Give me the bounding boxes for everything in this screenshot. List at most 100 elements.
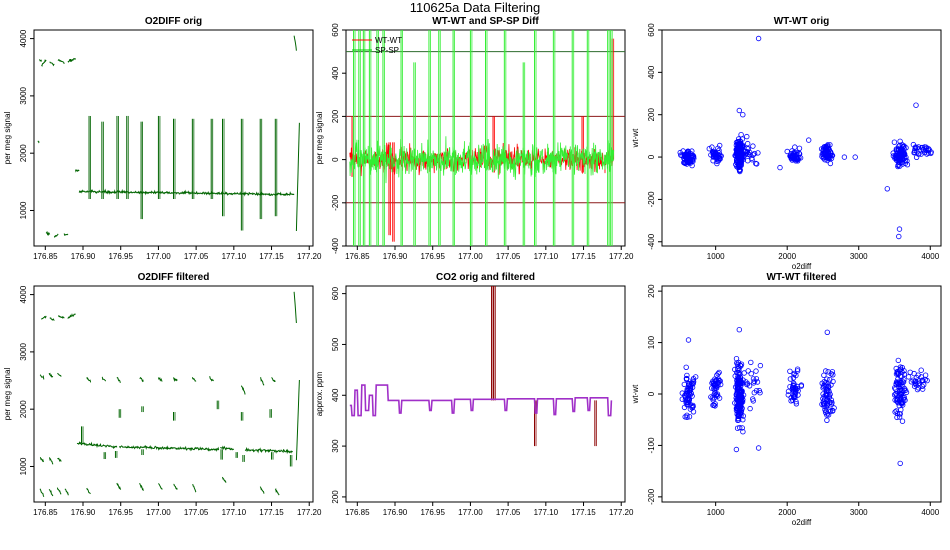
scatter-point xyxy=(794,386,800,392)
series-segment xyxy=(209,376,214,382)
scatter-point xyxy=(915,144,922,150)
y-tick-label: 1000 xyxy=(19,201,28,219)
scatter-point xyxy=(715,370,721,377)
series-band xyxy=(349,136,615,184)
panel-p5: CO2 orig and filtered 176.85 176.90 176.95 1… xyxy=(315,272,634,517)
scatter-point xyxy=(738,400,745,406)
scatter-point xyxy=(901,394,907,401)
panels: O2DIFF orig 176.85 176.90 176.95 177.00 177.0… xyxy=(3,16,942,527)
scatter-point xyxy=(755,150,761,156)
scatter-point xyxy=(750,398,756,404)
series-segment xyxy=(244,446,293,455)
scatter-point xyxy=(796,151,803,157)
plot-area xyxy=(679,327,930,467)
scatter-point xyxy=(735,375,741,382)
scatter-point xyxy=(904,158,910,164)
scatter-point xyxy=(743,379,749,385)
series-segment xyxy=(49,61,55,67)
scatter-outlier xyxy=(755,445,762,451)
scatter-points xyxy=(679,327,930,467)
series-line xyxy=(349,384,613,417)
scatter-point xyxy=(901,145,907,152)
x-tick-label: 177.15 xyxy=(259,252,284,261)
scatter-point xyxy=(913,144,919,150)
scatter-point xyxy=(893,408,899,414)
series-segment xyxy=(57,457,62,463)
scatter-point xyxy=(679,390,685,396)
scatter-point xyxy=(687,401,693,407)
scatter-point xyxy=(712,401,718,407)
y-tick-label: 500 xyxy=(331,337,340,351)
series-segment xyxy=(49,317,55,321)
plot-frame xyxy=(345,285,626,503)
scatter-point xyxy=(684,372,690,379)
y-axis-label: per meg signal xyxy=(3,112,12,165)
y-tick-label: -200 xyxy=(331,194,340,211)
scatter-point xyxy=(825,150,831,156)
scatter-point xyxy=(681,152,688,159)
series-segment xyxy=(158,483,163,490)
series-segment xyxy=(41,59,47,67)
scatter-point xyxy=(739,136,746,142)
scatter-point xyxy=(740,417,746,423)
scatter-point xyxy=(785,392,791,398)
panel-title: O2DIFF orig xyxy=(145,16,202,27)
series-segment xyxy=(49,457,54,465)
scatter-point xyxy=(790,392,797,398)
y-tick-label: 200 xyxy=(647,107,656,121)
scatter-point xyxy=(824,417,830,423)
scatter-point xyxy=(788,398,794,404)
scatter-point xyxy=(898,366,904,373)
series-segment xyxy=(295,379,300,461)
series-segment xyxy=(116,482,122,490)
scatter-point xyxy=(683,375,690,382)
scatter-point xyxy=(785,388,792,395)
x-tick-label: 176.85 xyxy=(345,508,370,517)
series-co2-filtered xyxy=(349,384,613,417)
scatter-point xyxy=(828,155,835,162)
scatter-point xyxy=(735,401,742,407)
x-tick-label: 177.10 xyxy=(534,252,559,261)
scatter-point xyxy=(715,145,721,151)
scatter-point xyxy=(711,402,717,408)
scatter-point xyxy=(897,158,903,164)
plot-area xyxy=(39,291,300,497)
series-segment xyxy=(240,385,246,395)
series-segment xyxy=(116,376,121,383)
scatter-point xyxy=(682,414,688,420)
scatter-outlier xyxy=(736,327,742,333)
series-segment xyxy=(274,487,280,496)
plot-area xyxy=(677,35,934,240)
scatter-point xyxy=(744,381,751,387)
scatter-point xyxy=(754,379,761,385)
scatter-point xyxy=(750,376,757,382)
x-tick-label: 177.20 xyxy=(609,252,634,261)
scatter-point xyxy=(922,376,928,383)
y-tick-label: 100 xyxy=(647,335,656,349)
scatter-point xyxy=(684,390,691,396)
scatter-point xyxy=(918,374,925,380)
series-segment xyxy=(57,372,62,377)
scatter-point xyxy=(787,368,793,374)
y-tick-label: 2000 xyxy=(19,144,28,162)
scatter-point xyxy=(797,155,804,161)
scatter-point xyxy=(684,401,691,407)
scatter-point xyxy=(829,400,835,406)
scatter-point xyxy=(823,368,829,374)
x-tick-label: 176.90 xyxy=(383,508,408,517)
scatter-point xyxy=(899,418,906,424)
x-tick-label: 177.15 xyxy=(259,508,284,517)
x-tick-label: 1000 xyxy=(707,508,725,517)
scatter-point xyxy=(716,369,722,376)
scatter-point xyxy=(740,392,747,398)
scatter-point xyxy=(733,356,740,362)
y-tick-label: -400 xyxy=(647,233,656,250)
scatter-point xyxy=(739,144,745,150)
scatter-point xyxy=(897,364,904,370)
scatter-point xyxy=(690,409,697,415)
scatter-point xyxy=(678,152,684,158)
scatter-point xyxy=(924,151,930,157)
scatter-point xyxy=(690,404,696,410)
series-o2diff-filtered xyxy=(39,291,300,497)
